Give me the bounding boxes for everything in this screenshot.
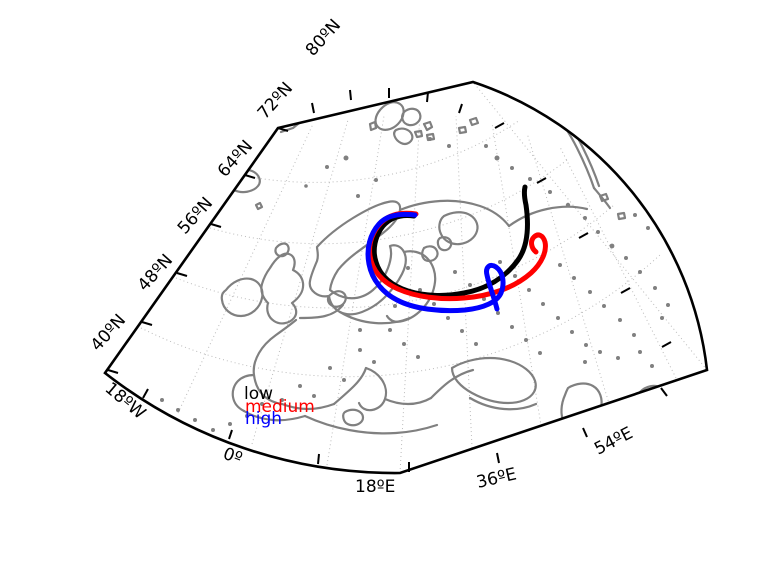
track-high xyxy=(365,211,506,314)
storm-tracks xyxy=(365,184,548,314)
legend-label-medium: medium xyxy=(245,397,315,417)
lat-tick-label-0: 80ºN xyxy=(302,15,345,60)
coastline-dots xyxy=(160,137,670,432)
axis-ticks xyxy=(107,88,672,472)
track-low xyxy=(371,184,530,298)
lon-tick-label-4: 54ºE xyxy=(591,423,636,459)
legend-label-high: high xyxy=(245,409,282,429)
lon-tick-label-3: 36ºE xyxy=(475,464,519,493)
lat-tick-label-1: 72ºN xyxy=(254,78,297,123)
legend-label-low: low xyxy=(244,384,273,404)
lon-tick-label-2: 18ºE xyxy=(355,477,395,497)
map-border xyxy=(103,80,709,475)
